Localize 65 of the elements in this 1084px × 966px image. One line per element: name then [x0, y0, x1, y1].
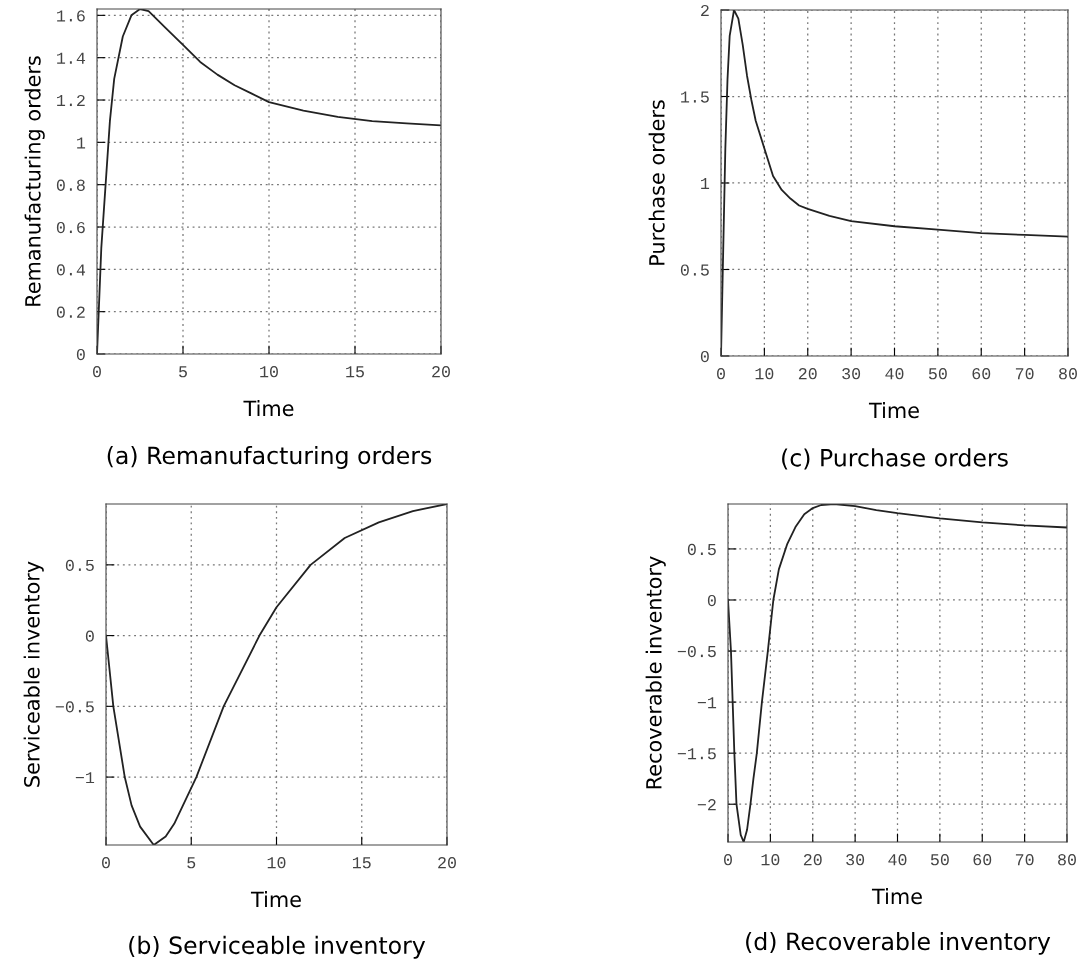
y-tick-label: 1	[701, 178, 710, 190]
x-tick-label: 70	[1015, 368, 1034, 380]
x-tick-label: 40	[888, 854, 907, 866]
line-series	[106, 504, 447, 845]
y-tick-label: 0.5	[65, 559, 94, 572]
x-tick-label: 50	[930, 854, 949, 866]
x-tick-label: 15	[346, 366, 364, 378]
x-tick-label: 20	[803, 854, 822, 866]
y-tick-label: 0.4	[56, 264, 86, 276]
y-tick-label: −1	[697, 697, 717, 709]
y-axis-title: Serviceable inventory	[23, 561, 44, 787]
y-axis-title: Purchase orders	[648, 100, 665, 265]
x-axis-title: Time	[243, 400, 294, 417]
y-tick-label: −0.5	[55, 701, 94, 713]
line-series	[728, 504, 1067, 842]
y-tick-label: 0	[85, 630, 94, 642]
y-tick-label: 1.4	[57, 52, 86, 64]
y-tick-label: 0.6	[56, 221, 85, 234]
x-tick-label: 70	[1015, 854, 1034, 866]
y-tick-label: 1	[77, 137, 86, 149]
y-tick-label: 2	[701, 4, 709, 17]
x-tick-label: 15	[352, 857, 371, 869]
text: (b) Serviceable inventory	[129, 935, 426, 959]
x-tick-label: 0	[717, 368, 725, 380]
y-axis-title: Recoverable inventory	[645, 556, 666, 789]
y-tick-label: 0.8	[56, 179, 85, 191]
y-tick-label: −0.5	[677, 645, 716, 658]
text: (a) Remanufacturing orders	[107, 446, 432, 469]
x-tick-label: 30	[842, 368, 861, 380]
x-tick-label: 0	[724, 854, 732, 866]
x-tick-label: 10	[761, 854, 780, 866]
y-tick-label: 0.5	[680, 264, 709, 276]
x-tick-label: 20	[798, 368, 817, 380]
x-tick-label: 10	[260, 366, 278, 378]
x-tick-label: 10	[267, 857, 286, 869]
x-tick-label: 10	[755, 368, 774, 380]
x-axis-title: Time	[871, 888, 922, 905]
x-tick-label: 0	[102, 857, 110, 869]
x-tick-label: 80	[1059, 368, 1077, 380]
y-tick-label: −2	[697, 799, 716, 811]
text: (c) Purchase orders	[782, 448, 1008, 470]
x-tick-label: 80	[1058, 854, 1076, 866]
y-axis-title: Remanufacturing orders	[24, 56, 45, 306]
x-axis-title: Time	[868, 402, 919, 419]
y-tick-label: 1.6	[57, 10, 85, 22]
y-tick-label: 1.2	[57, 94, 85, 107]
y-tick-label: 0	[700, 350, 709, 363]
x-tick-label: 40	[885, 368, 904, 380]
text: (d) Recoverable inventory	[746, 931, 1051, 955]
x-tick-label: 20	[432, 366, 450, 378]
x-tick-label: 50	[928, 368, 947, 380]
y-tick-label: −1	[75, 772, 95, 784]
x-tick-label: 30	[846, 854, 865, 866]
x-tick-label: 5	[179, 366, 187, 378]
x-tick-label: 20	[438, 857, 456, 869]
y-tick-label: 0.5	[687, 543, 716, 556]
x-tick-label: 5	[187, 857, 196, 869]
y-tick-label: 0.2	[56, 306, 85, 318]
y-tick-label: 0	[707, 594, 716, 607]
x-tick-label: 60	[973, 854, 992, 866]
y-tick-label: 0	[76, 348, 85, 361]
x-axis-title: Time	[250, 891, 301, 908]
y-tick-label: −1.5	[677, 748, 716, 760]
y-tick-label: 1.5	[681, 91, 709, 103]
x-tick-label: 60	[972, 368, 991, 380]
